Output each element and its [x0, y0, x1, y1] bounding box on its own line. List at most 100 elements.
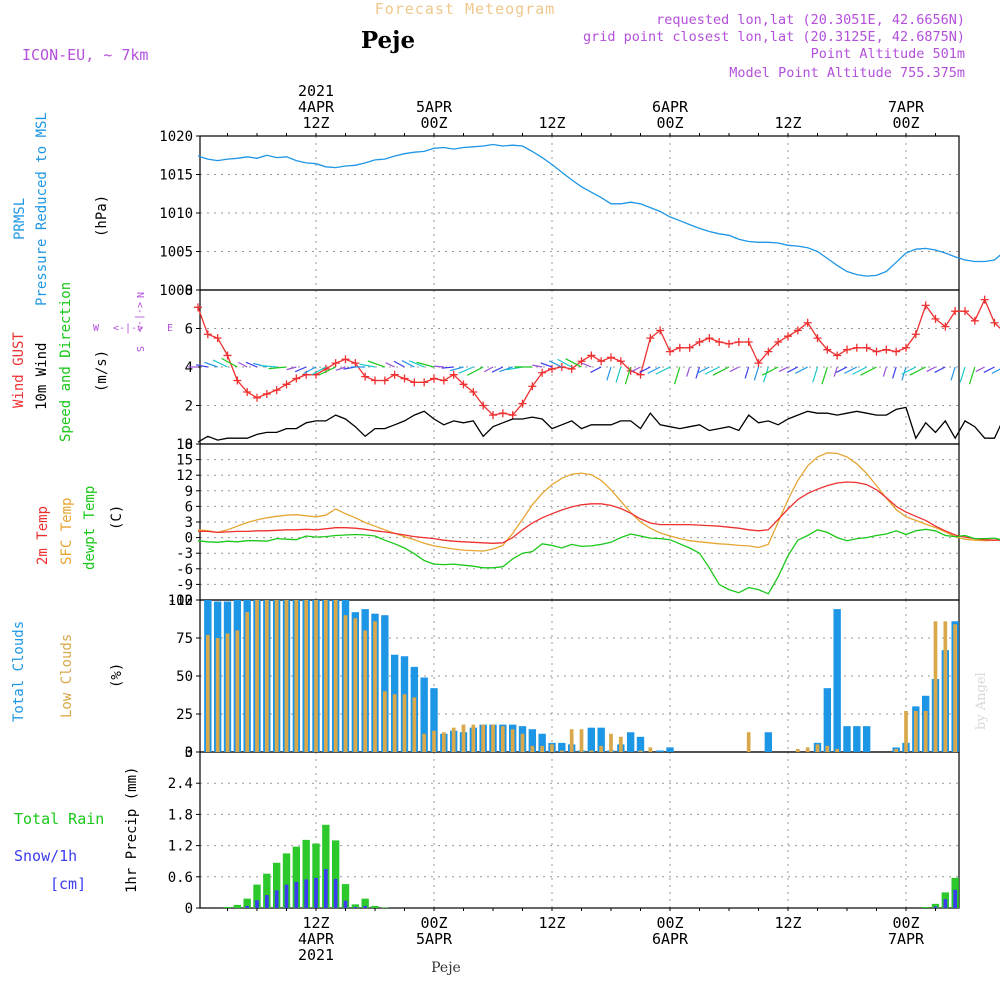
wind-direction-arrow [335, 366, 346, 371]
wind-gust-point [361, 372, 370, 381]
wind-direction-arrow [499, 366, 513, 373]
rain-bar [331, 840, 340, 908]
rain-bar [371, 905, 379, 908]
wind-direction-arrow [367, 360, 386, 368]
snow-bar [245, 905, 250, 908]
wind-direction-arrow [548, 360, 563, 368]
low-clouds-bar [245, 612, 250, 752]
wind-direction-arrow [959, 366, 966, 383]
wind-direction-arrow [833, 366, 838, 377]
low-clouds-bar [825, 745, 830, 752]
wind-direction-arrow [540, 362, 553, 368]
rain-bar [292, 846, 301, 908]
wind-gust-point [902, 343, 910, 352]
wind-direction-arrow [409, 360, 425, 368]
low-clouds-bar [795, 748, 800, 752]
wind-direction-arrow [975, 366, 985, 373]
y-tick-label: 1015 [159, 168, 193, 184]
total-clouds-bar [381, 615, 389, 752]
chart-top-title: Forecast Meteogram [375, 0, 556, 18]
low-clouds-bar [953, 624, 958, 752]
model-altitude: Model Point Altitude 755.375m [729, 65, 965, 81]
low-clouds-bar [815, 744, 820, 752]
total-clouds-bar [833, 609, 841, 752]
wind-unit: (m/s) [94, 350, 110, 392]
pressure-series-line [197, 143, 1000, 277]
rain-bar [233, 904, 242, 908]
low-clouds-bar [648, 747, 653, 752]
total-clouds-bar [587, 727, 596, 752]
y-tick-label: 25 [176, 707, 193, 723]
wind-gust-point [213, 334, 222, 343]
wind-gust-point [498, 409, 507, 418]
low-clouds-bar [451, 727, 456, 752]
low-clouds-bar [373, 621, 377, 752]
low-clouds-bar [943, 621, 948, 752]
wind-direction-arrow [991, 368, 1000, 374]
wind-gust-point [528, 382, 537, 391]
wind-gust-point [990, 318, 999, 327]
snow-bar [294, 882, 299, 908]
low-clouds-bar [913, 710, 918, 752]
bottom-time-label: 7APR [888, 930, 925, 948]
low-clouds-bar [333, 600, 338, 752]
wind-gust-point [380, 376, 389, 385]
wind-direction-arrow [892, 366, 897, 379]
snow-bar [264, 895, 269, 908]
low-clouds-bar [589, 750, 594, 752]
rain-bar [282, 853, 291, 908]
wind-direction-arrow [581, 362, 592, 368]
wind-gust-point [862, 343, 871, 352]
footer-location: Peje [431, 960, 461, 976]
wind-direction-arrow [712, 366, 730, 376]
low-clouds-bar [264, 600, 269, 752]
wind-direction-arrow [983, 366, 995, 373]
wind-direction-arrow [557, 358, 572, 368]
total-clouds-bar [597, 727, 605, 752]
wind-direction-arrow [416, 361, 435, 368]
precip-axis-label: 1hr Precip (mm) [124, 767, 140, 893]
y-tick-label: 2.4 [168, 776, 193, 792]
wind-gust-point [656, 326, 665, 335]
temp-dewpt-label: dewpt Temp [82, 486, 98, 570]
location-title: Peje [361, 27, 415, 54]
precip-labels: Total Rain Snow/1h [cm] 1hr Precip (mm) [14, 767, 140, 893]
low-clouds-bar [894, 748, 899, 752]
snow-bar [353, 906, 358, 908]
snow-bar [933, 906, 938, 908]
wind-gust-point [803, 318, 812, 327]
top-time-label: 00Z [420, 114, 447, 132]
wind-gust-point [282, 380, 291, 389]
low-clouds-bar [392, 694, 397, 752]
rain-bar [223, 906, 232, 908]
pressure-label-prmsl: PRMSL [12, 198, 28, 240]
point-altitude: Point Altitude 501m [811, 46, 965, 62]
wind-direction-arrow [195, 364, 208, 368]
low-clouds-label: Low Clouds [59, 634, 75, 718]
low-clouds-bar [550, 744, 554, 752]
total-clouds-bar [862, 726, 871, 752]
wind-direction-arrow [359, 363, 376, 368]
total-clouds-bar [843, 726, 851, 752]
y-tick-label: 1.2 [168, 839, 193, 855]
wind-gust-point [784, 332, 792, 341]
rain-bar [312, 843, 320, 908]
wind-gust-point [872, 347, 881, 356]
wind-10m-label: 10m Wind [34, 343, 50, 410]
compass-we: <-|-> [113, 323, 143, 334]
low-clouds-bar [471, 724, 476, 752]
wind-direction-arrow [778, 366, 789, 373]
wind-gust-point [459, 380, 468, 389]
wind-direction-arrow [686, 366, 691, 377]
low-clouds-bar [215, 638, 220, 752]
wind-gust-point [744, 337, 753, 346]
wind-direction-arrow [882, 366, 887, 377]
model-label: ICON-EU, ~ 7km [22, 46, 148, 64]
wind-10m-line [197, 406, 1000, 443]
low-clouds-bar [579, 729, 584, 752]
compass-w: W [93, 323, 100, 334]
wind-gust-point [931, 314, 940, 323]
rain-bar [381, 907, 389, 908]
